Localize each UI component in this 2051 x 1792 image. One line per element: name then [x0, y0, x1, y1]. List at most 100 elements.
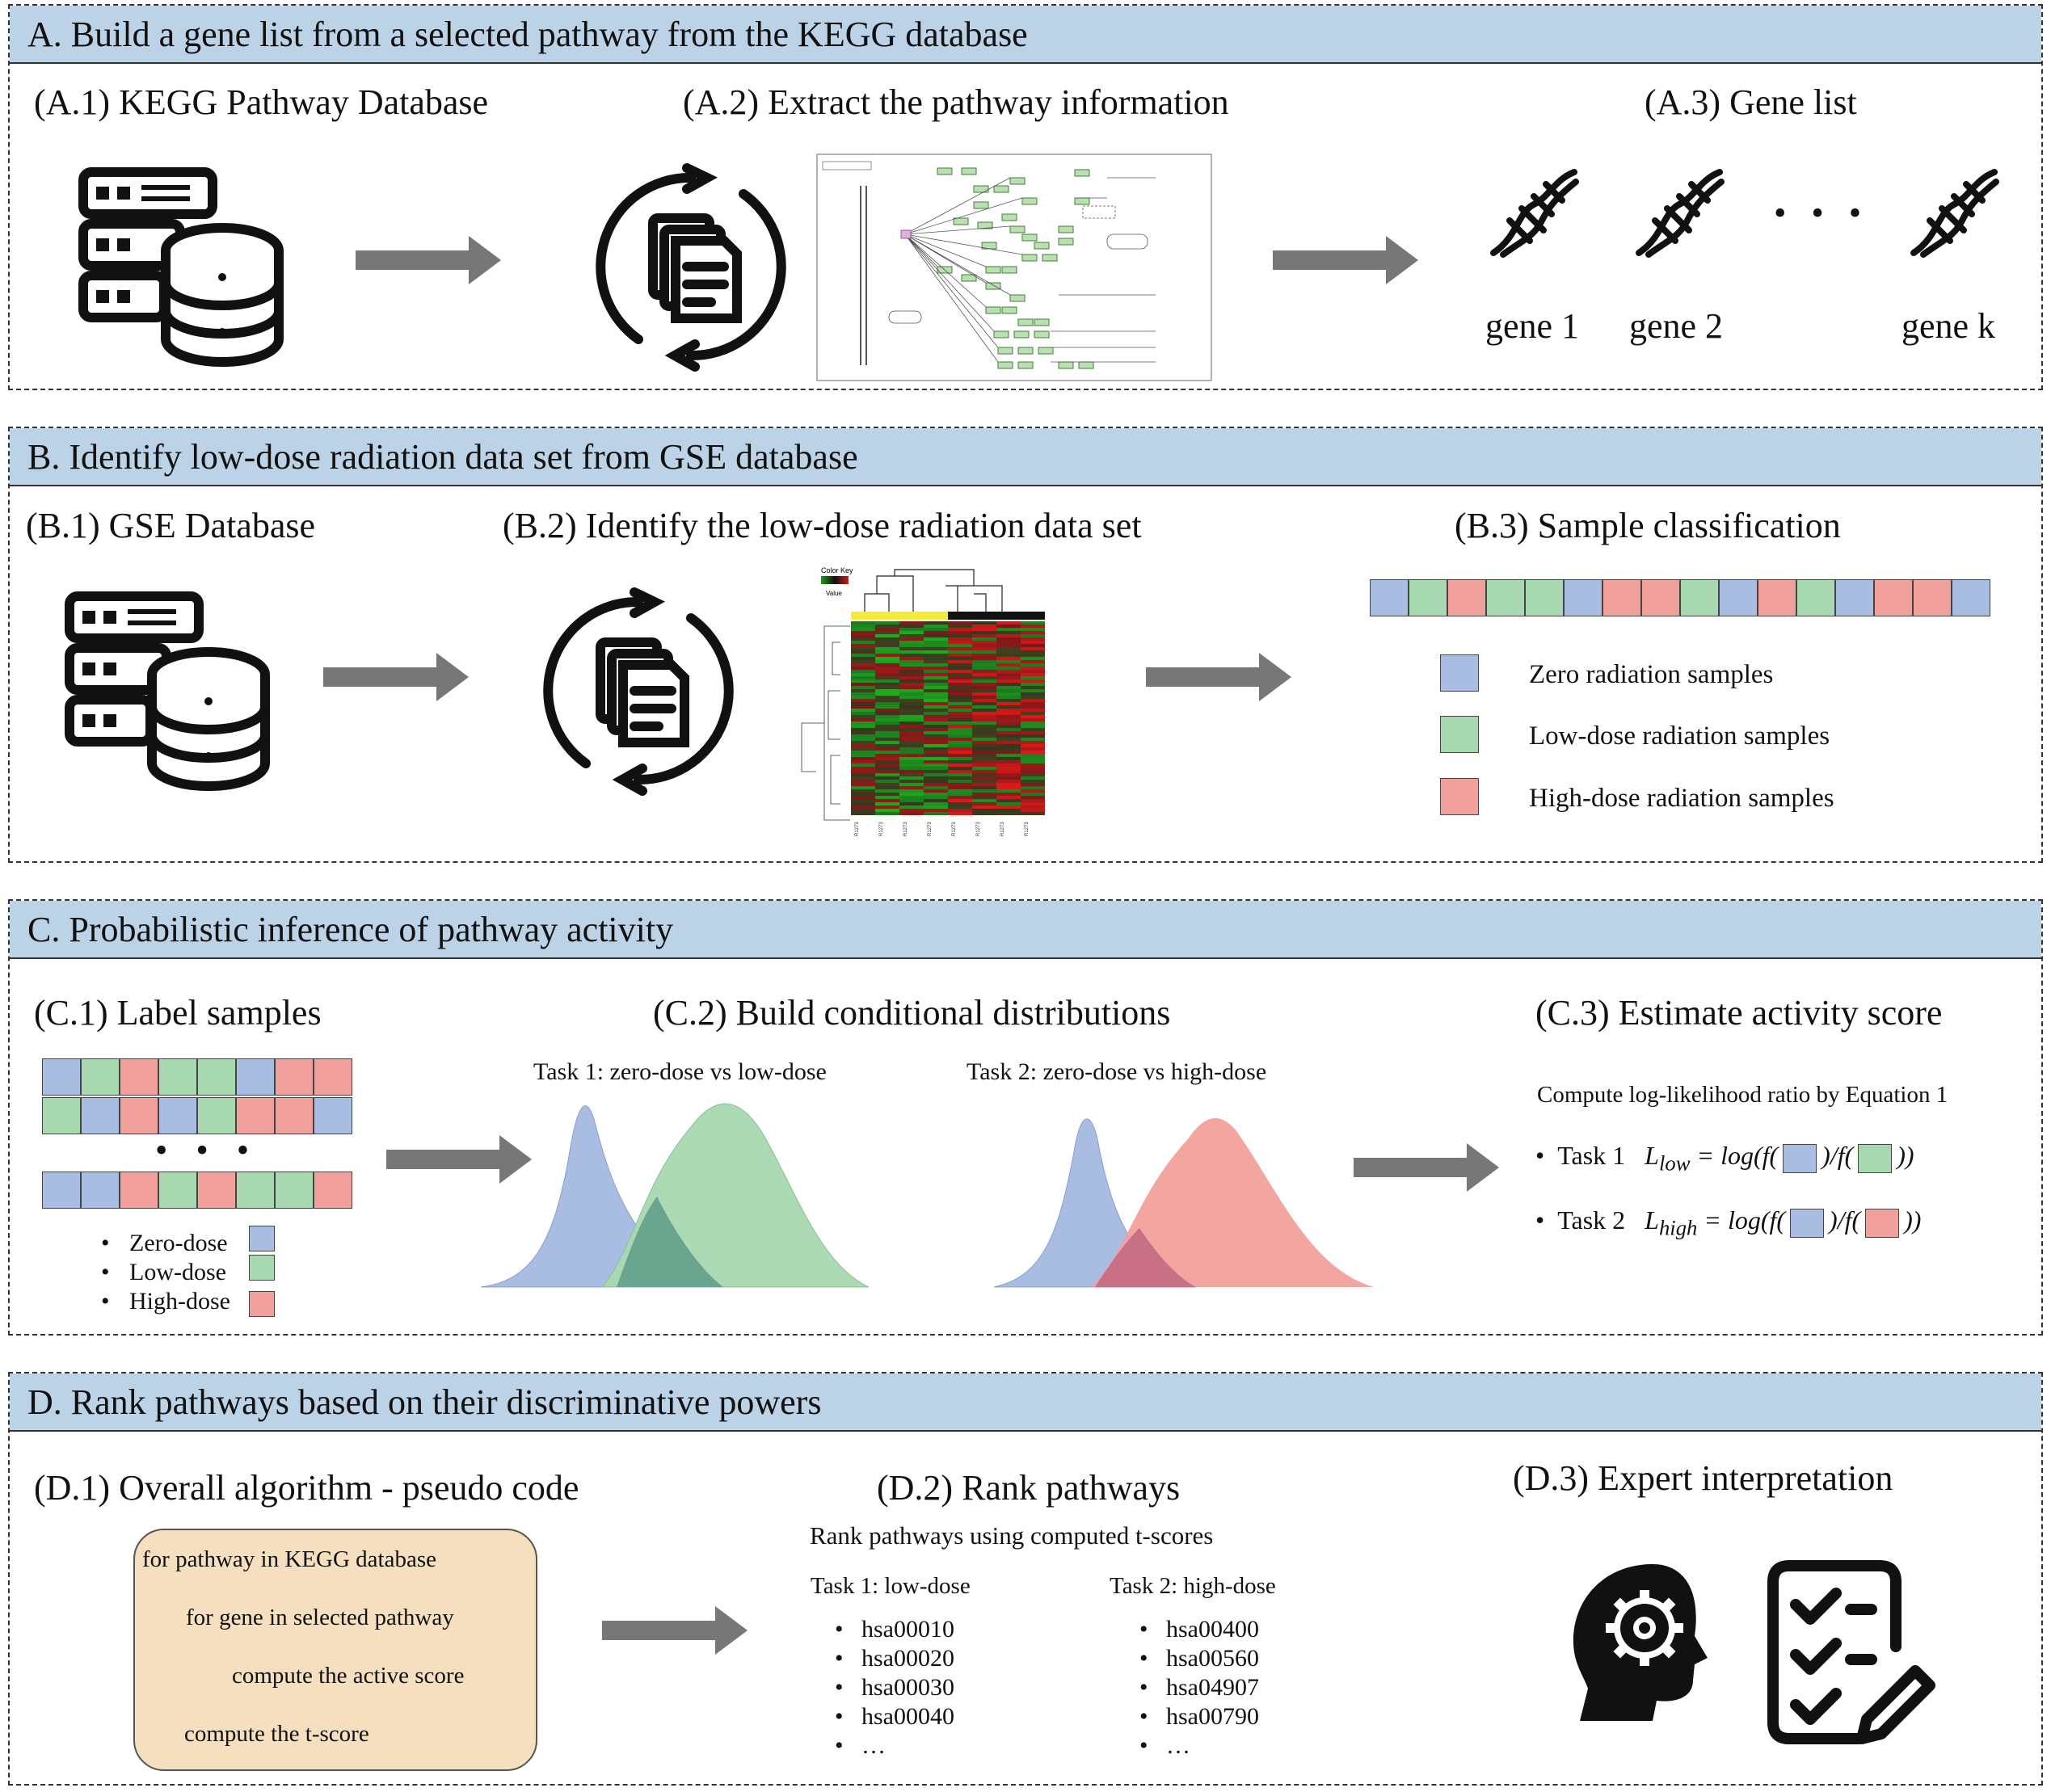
gene-k-label: gene k [1901, 306, 1996, 346]
eq-box-zero [1790, 1208, 1825, 1238]
sample-cell-low [275, 1172, 314, 1209]
arrow-a1 [356, 236, 501, 284]
sample-cell-zero [236, 1058, 275, 1096]
eq-open: = log(f( [1696, 1141, 1779, 1170]
svg-text:R1273: R1273 [976, 822, 981, 836]
legend-zero-label: Zero radiation samples [1529, 660, 1774, 689]
bullet: • [101, 1259, 110, 1285]
svg-text:R1273: R1273 [903, 822, 908, 836]
compute-llr-caption: Compute log-likelihood ratio by Equation… [1537, 1082, 1948, 1108]
sample-cell-low [1525, 579, 1564, 616]
sample-cell-low [1409, 579, 1447, 616]
panel-b-title: B. Identify low-dose radiation data set … [27, 437, 858, 477]
panel-c: C. Probabilistic inference of pathway ac… [8, 899, 2043, 1336]
b3-label: (B.3) Sample classification [1455, 506, 1841, 545]
sample-cell-zero [158, 1097, 197, 1134]
a3-label: (A.3) Gene list [1645, 82, 1857, 122]
sample-cell-zero [1952, 579, 1990, 616]
arrow-b1 [323, 653, 469, 701]
bullet: • [1139, 1616, 1148, 1643]
sample-cell-low [197, 1058, 236, 1096]
panel-d-title: D. Rank pathways based on their discrimi… [27, 1382, 822, 1422]
bullet: • [1139, 1674, 1148, 1701]
sample-cell-zero [1564, 579, 1602, 616]
gene-2-label: gene 2 [1629, 306, 1724, 346]
eq-box-high [1865, 1208, 1900, 1238]
head-gear-icon [1573, 1564, 1708, 1721]
eq-L: L [1645, 1141, 1659, 1170]
heatmap-thumbnail: Color Key Value R1273 R1273 R1273 R1273 … [792, 562, 1059, 844]
eq-box-zero [1783, 1143, 1817, 1173]
c-legend-high-label: High-dose [129, 1288, 230, 1315]
eq-sub-low: low [1658, 1150, 1691, 1176]
eq-box-low [1858, 1143, 1893, 1173]
task1-distribution-title: Task 1: zero-dose vs low-dose [533, 1058, 827, 1085]
b2-label: (B.2) Identify the low-dose radiation da… [503, 506, 1142, 545]
equation-task1: • Task 1 Llow = log(f()/f()) [1535, 1139, 1914, 1179]
database-icon [65, 591, 270, 791]
sample-cell-low [1680, 579, 1719, 616]
task1-rank-head: Task 1: low-dose [811, 1573, 971, 1599]
bullet: • [835, 1645, 844, 1672]
label-samples-row [42, 1172, 352, 1209]
pathway-id: hsa04907 [1166, 1674, 1259, 1701]
bullet: • [835, 1703, 844, 1730]
sample-cell-low [81, 1058, 120, 1096]
sample-cell-zero [1370, 579, 1409, 616]
bullet: • [1535, 1205, 1558, 1235]
pathway-id: hsa00030 [861, 1674, 954, 1701]
c-legend-swatch-zero [249, 1226, 275, 1251]
heatmap-color-key: Color Key [821, 566, 853, 574]
pathway-id: hsa00400 [1166, 1616, 1259, 1643]
sample-cell-low [42, 1097, 81, 1134]
sample-cell-zero [81, 1097, 120, 1134]
rank-caption: Rank pathways using computed t-scores [810, 1521, 1214, 1550]
bullet: • [1535, 1141, 1558, 1170]
sample-cell-high [1758, 579, 1796, 616]
sample-cell-low [158, 1172, 197, 1209]
bullet: • [835, 1732, 844, 1759]
dna-icon [1490, 169, 1579, 258]
c-legend-swatch-high [249, 1291, 275, 1317]
eq-close: )) [1904, 1205, 1922, 1235]
equation-task2: • Task 2 Lhigh = log(f()/f()) [1535, 1204, 1921, 1243]
row-ellipsis: • • • [155, 1130, 259, 1170]
legend-high-label: High-dose radiation samples [1529, 784, 1834, 813]
sample-cell-high [1641, 579, 1680, 616]
bullet: • [1139, 1703, 1148, 1730]
sample-cell-low [1486, 579, 1525, 616]
arrow-c2 [1354, 1143, 1499, 1192]
svg-text:R1273: R1273 [1025, 822, 1030, 836]
pseudo-code-box [133, 1529, 537, 1771]
bullet: • [835, 1616, 844, 1643]
sync-documents-icon [596, 163, 786, 372]
sample-cell-high [1913, 579, 1952, 616]
c-legend-low-label: Low-dose [129, 1259, 226, 1285]
svg-text:R1273: R1273 [1000, 822, 1005, 836]
d2-label: (D.2) Rank pathways [877, 1468, 1181, 1508]
panel-c-header: C. Probabilistic inference of pathway ac… [10, 901, 2041, 959]
label-samples-row [42, 1097, 352, 1134]
pathway-id: … [861, 1732, 886, 1759]
pathway-id: hsa00020 [861, 1645, 954, 1672]
sample-cell-high [120, 1172, 158, 1209]
sample-cell-high [1874, 579, 1913, 616]
pathway-id: hsa00560 [1166, 1645, 1259, 1672]
sample-cell-high [236, 1097, 275, 1134]
sample-cell-low [197, 1097, 236, 1134]
sample-cell-low [236, 1172, 275, 1209]
sync-documents-icon [543, 587, 734, 796]
c2-label: (C.2) Build conditional distributions [653, 993, 1171, 1033]
a2-label: (A.2) Extract the pathway information [683, 82, 1229, 122]
sample-cell-high [275, 1058, 314, 1096]
code-line-4: compute the t-score [184, 1721, 369, 1747]
svg-text:R1273: R1273 [879, 822, 884, 836]
heatmap-grid [851, 621, 1045, 815]
eq-task2-label: Task 2 [1557, 1205, 1626, 1235]
eq-open: = log(f( [1704, 1205, 1786, 1235]
database-icon [78, 167, 284, 367]
legend-low-label: Low-dose radiation samples [1529, 721, 1830, 751]
panel-a-title: A. Build a gene list from a selected pat… [27, 15, 1028, 54]
heatmap-value-label: Value [826, 590, 842, 597]
panel-d-header: D. Rank pathways based on their discrimi… [10, 1373, 2041, 1432]
